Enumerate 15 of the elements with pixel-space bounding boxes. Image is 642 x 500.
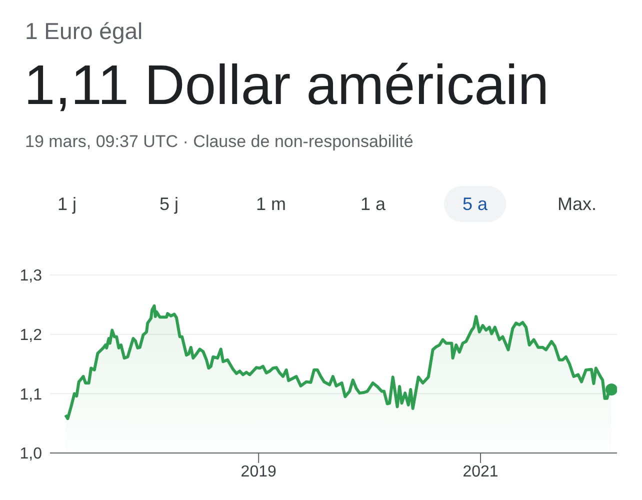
text: 1 m [254, 193, 287, 216]
y-tick-label: 1,1 [20, 386, 42, 404]
x-tick-label: 2019 [240, 463, 276, 480]
y-tick-label: 1,2 [20, 327, 42, 344]
y-tick-label: 1,3 [20, 268, 42, 285]
chart-subtitle: 19 mars, 09:37 UTC · Clause de non-responsabilité [25, 132, 414, 152]
y-tick-label: 1,0 [20, 446, 42, 463]
text: 5 j [158, 193, 180, 216]
text: 1 a [359, 193, 387, 216]
x-tick-label: 2021 [462, 463, 498, 480]
text: 5 a [444, 186, 506, 222]
text: 1 j [56, 193, 78, 216]
text: 1 Euro égal [25, 18, 143, 45]
chart-title: 1,11 Dollar américain [24, 52, 549, 117]
text: Max. [556, 193, 598, 216]
